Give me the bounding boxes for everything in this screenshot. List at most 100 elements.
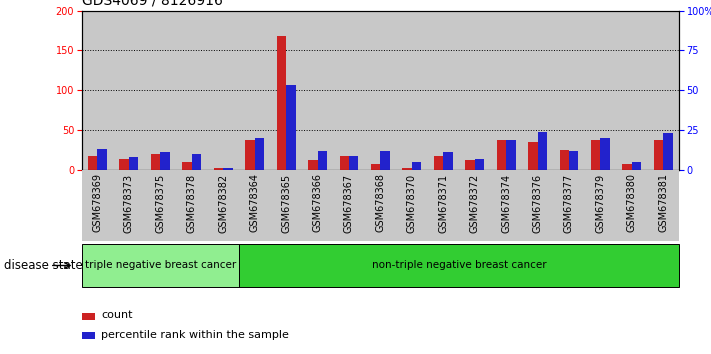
Bar <box>560 150 569 170</box>
Bar <box>82 170 113 241</box>
Bar <box>277 36 286 170</box>
Bar <box>427 11 459 170</box>
Text: GSM678370: GSM678370 <box>407 173 417 233</box>
Text: GSM678371: GSM678371 <box>438 173 448 233</box>
Text: GDS4069 / 8126916: GDS4069 / 8126916 <box>82 0 223 7</box>
Bar <box>553 170 584 241</box>
Bar <box>427 170 459 241</box>
Bar <box>97 149 107 170</box>
Bar <box>113 170 144 241</box>
Bar <box>497 141 506 170</box>
Bar <box>522 11 553 170</box>
Bar <box>308 160 318 170</box>
Bar <box>161 152 170 170</box>
Bar <box>663 133 673 170</box>
Bar <box>591 139 600 170</box>
Bar <box>371 164 380 170</box>
Bar <box>301 11 333 170</box>
FancyBboxPatch shape <box>82 244 239 287</box>
Text: non-triple negative breast cancer: non-triple negative breast cancer <box>372 261 546 270</box>
Text: GSM678378: GSM678378 <box>187 173 197 233</box>
Text: GSM678376: GSM678376 <box>533 173 542 233</box>
Bar <box>318 151 327 170</box>
Bar <box>622 164 632 170</box>
Bar <box>632 162 641 170</box>
Text: GSM678380: GSM678380 <box>627 173 637 233</box>
Bar <box>270 11 301 170</box>
Bar <box>600 138 610 170</box>
Text: GSM678374: GSM678374 <box>501 173 511 233</box>
Bar <box>648 170 679 241</box>
Bar <box>569 151 579 170</box>
Bar <box>301 170 333 241</box>
Bar <box>82 11 113 170</box>
Bar <box>465 160 475 170</box>
Bar <box>538 132 547 170</box>
Text: GSM678366: GSM678366 <box>313 173 323 233</box>
Text: GSM678369: GSM678369 <box>92 173 102 233</box>
Bar <box>82 313 95 320</box>
Bar <box>443 152 453 170</box>
Text: count: count <box>101 310 133 320</box>
Bar <box>245 139 255 170</box>
Bar <box>396 170 427 241</box>
Bar <box>208 170 239 241</box>
Bar <box>176 11 208 170</box>
Bar <box>151 154 161 170</box>
Bar <box>459 11 491 170</box>
Text: GSM678373: GSM678373 <box>124 173 134 233</box>
Text: GSM678372: GSM678372 <box>470 173 480 233</box>
Text: GSM678382: GSM678382 <box>218 173 228 233</box>
Bar <box>365 11 396 170</box>
Bar <box>648 11 679 170</box>
Bar <box>340 156 349 170</box>
Bar <box>113 11 144 170</box>
Bar <box>459 170 491 241</box>
Bar <box>144 11 176 170</box>
Bar <box>654 141 663 170</box>
Bar <box>528 142 538 170</box>
Bar <box>182 162 192 170</box>
Bar <box>223 169 232 170</box>
Text: GSM678379: GSM678379 <box>595 173 606 233</box>
Bar <box>255 138 264 170</box>
Bar <box>616 11 648 170</box>
Bar <box>214 169 223 170</box>
Bar <box>506 139 515 170</box>
Bar <box>144 170 176 241</box>
Bar <box>349 156 358 170</box>
Bar <box>208 11 239 170</box>
Bar <box>286 85 296 170</box>
Bar <box>129 157 139 170</box>
Text: GSM678368: GSM678368 <box>375 173 385 233</box>
Text: GSM678381: GSM678381 <box>658 173 668 233</box>
Text: disease state: disease state <box>4 259 82 272</box>
Bar <box>333 170 365 241</box>
Text: GSM678367: GSM678367 <box>344 173 354 233</box>
Text: percentile rank within the sample: percentile rank within the sample <box>101 330 289 340</box>
Bar <box>553 11 584 170</box>
Bar <box>365 170 396 241</box>
Bar <box>475 159 484 170</box>
Bar <box>239 170 270 241</box>
Bar <box>176 170 208 241</box>
Bar <box>119 159 129 170</box>
Bar <box>584 11 616 170</box>
Bar <box>434 156 443 170</box>
Bar <box>380 151 390 170</box>
Bar <box>396 11 427 170</box>
Text: GSM678365: GSM678365 <box>281 173 291 233</box>
Bar <box>270 170 301 241</box>
Bar <box>82 332 95 339</box>
FancyBboxPatch shape <box>239 244 679 287</box>
Bar <box>616 170 648 241</box>
Bar <box>491 170 522 241</box>
Bar <box>88 156 97 170</box>
Bar <box>491 11 522 170</box>
Bar <box>192 154 201 170</box>
Text: GSM678375: GSM678375 <box>155 173 166 233</box>
Bar <box>402 167 412 170</box>
Bar <box>239 11 270 170</box>
Text: triple negative breast cancer: triple negative breast cancer <box>85 261 236 270</box>
Bar <box>333 11 365 170</box>
